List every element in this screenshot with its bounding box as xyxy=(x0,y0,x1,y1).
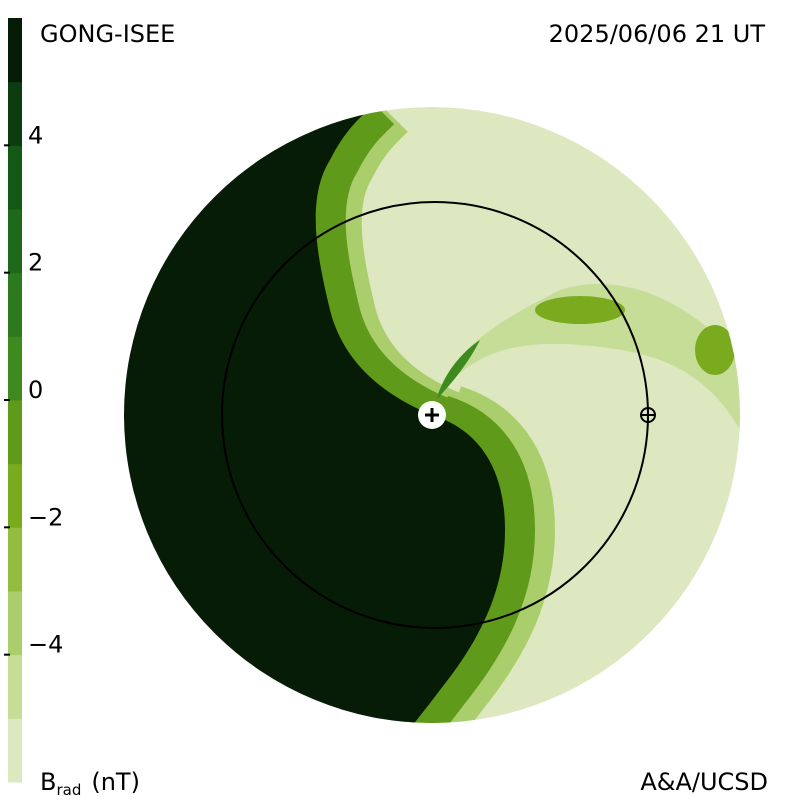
model-name: GONG-ISEE xyxy=(40,20,175,48)
colorbar-band xyxy=(8,145,22,210)
colorbar-tick-label: 4 xyxy=(28,121,43,149)
colorbar-tick-label: 2 xyxy=(28,249,43,277)
colorbar-tick-label: −2 xyxy=(28,503,63,531)
colorbar: 4 2 0 −2 −4 xyxy=(4,18,63,783)
colorbar-band xyxy=(8,527,22,592)
heliosphere-map xyxy=(124,107,740,723)
sun xyxy=(418,401,446,429)
colorbar-band xyxy=(8,718,22,783)
colorbar-band xyxy=(8,272,22,337)
colorbar-band xyxy=(8,400,22,465)
colorbar-band xyxy=(8,654,22,719)
sector-boundary xyxy=(305,107,555,723)
colorbar-tick-label: 0 xyxy=(28,376,43,404)
colorbar-band xyxy=(8,463,22,528)
colorbar-band xyxy=(8,18,22,83)
colorbar-band xyxy=(8,336,22,401)
timestamp: 2025/06/06 21 UT xyxy=(549,20,766,48)
colorbar-band xyxy=(8,81,22,146)
earth xyxy=(640,407,656,423)
credit: A&A/UCSD xyxy=(640,768,768,796)
colorbar-label: Brad (nT) xyxy=(40,768,140,799)
colorbar-tick-label: −4 xyxy=(28,631,63,659)
negative-sector xyxy=(124,108,505,723)
colorbar-band xyxy=(8,591,22,656)
current-sheet-fold xyxy=(436,283,740,430)
colorbar-band xyxy=(8,209,22,274)
